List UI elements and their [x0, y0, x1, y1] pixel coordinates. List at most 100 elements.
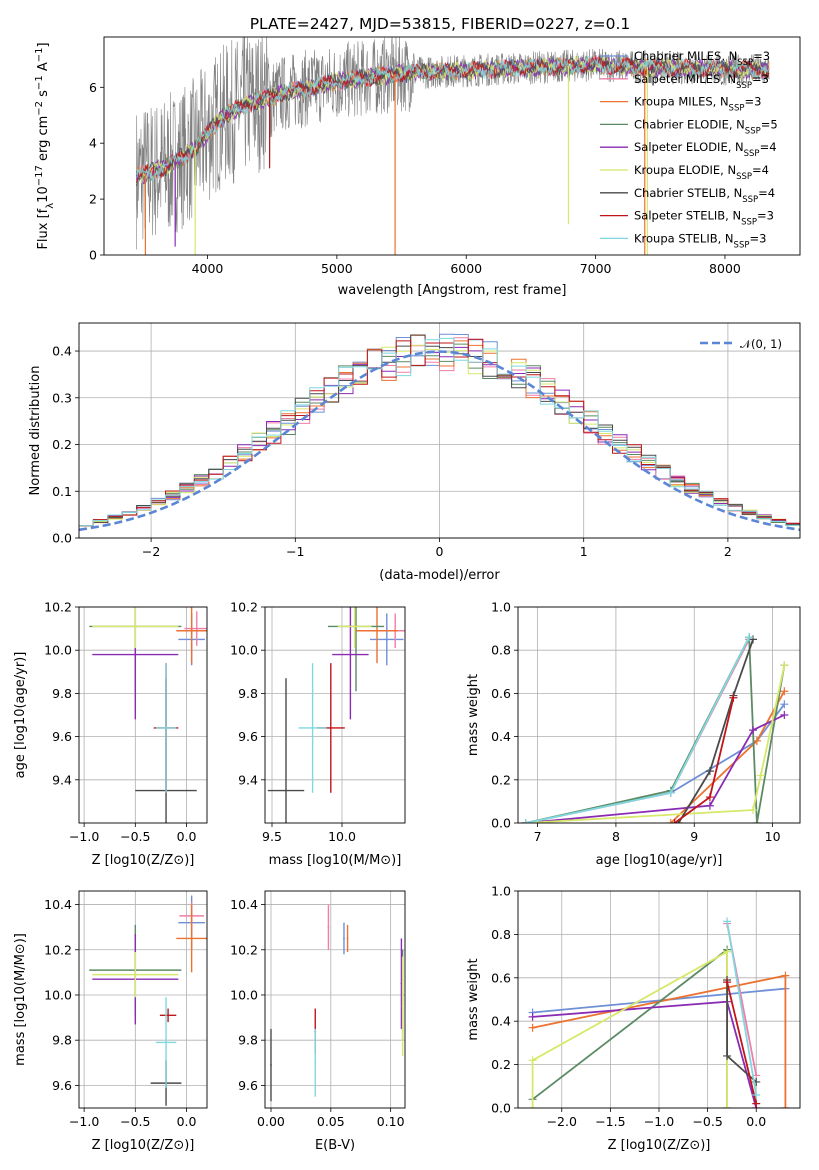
mass-vs-z-xtick-label: −1.0 — [69, 1114, 99, 1129]
age-vs-z-ytick-label: 9.8 — [52, 686, 72, 701]
weight-vs-age-ytick-label: 1.0 — [491, 600, 511, 615]
age-vs-z-ylabel: age [log10(age/yr)] — [13, 652, 28, 779]
mass-vs-z-plot-area — [89, 895, 207, 1106]
weight-vs-age-line-kroupa-elodie — [525, 665, 786, 823]
weight-vs-z-marker-kroupa-elodie — [528, 1104, 537, 1108]
residuals-xtick-label: −1 — [286, 544, 304, 559]
spectrum-legend-label-salpeter-stelib: Salpeter STELIB, NSSP=3 — [634, 209, 774, 228]
weight-vs-z-marker-salpeter-elodie — [528, 1012, 537, 1021]
weight-vs-z-marker-kroupa-elodie — [723, 947, 732, 956]
mass-vs-ebv-xtick-label: 0.10 — [377, 1114, 405, 1129]
weight-vs-z-ytick-label: 0.0 — [491, 1101, 511, 1116]
figure-title: PLATE=2427, MJD=53815, FIBERID=0227, z=0… — [250, 15, 631, 33]
weight-vs-age-ytick-label: 0.4 — [491, 729, 511, 744]
age-vs-z-xtick-label: −0.5 — [120, 829, 150, 844]
residuals-ytick-label: 0.3 — [52, 390, 72, 405]
age-vs-z-ytick-label: 10.0 — [44, 643, 72, 658]
spectrum-axes: 4000 5000 6000 7000 8000 0 2 4 6 — [89, 80, 741, 276]
residuals-ytick-label: 0.4 — [52, 344, 72, 359]
residuals-xlabel: (data-model)/error — [379, 568, 500, 583]
mass-vs-z-xtick-label: 0.0 — [177, 1114, 197, 1129]
age-vs-z-xtick-label: 0.0 — [177, 829, 197, 844]
spectrum-xtick-label: 6000 — [450, 261, 482, 276]
weight-vs-age-marker-kroupa-elodie — [756, 771, 765, 780]
weight-vs-age-ytick-label: 0.6 — [491, 686, 511, 701]
mass-vs-ebv-ytick-label: 9.6 — [238, 1078, 258, 1093]
residuals-xtick-label: 2 — [724, 544, 732, 559]
weight-vs-z-line-chabrier-miles — [532, 987, 786, 1014]
weight-vs-age-marker-kroupa-elodie — [780, 661, 789, 670]
mass-vs-ebv-point-kroupa-miles — [346, 937, 349, 940]
mass-vs-ebv-axes: 0.00 0.05 0.10 9.6 9.8 10.0 10.2 10.4 — [230, 891, 405, 1129]
weight-vs-age-marker-kroupa-stelib — [745, 633, 754, 642]
weight-vs-z-xlabel: Z [log10(Z/Z⊙)] — [608, 1138, 711, 1153]
weight-vs-age-marker-salpeter-elodie — [705, 801, 714, 810]
age-vs-mass-ytick-label: 10.0 — [230, 643, 258, 658]
mass-vs-z-ytick-label: 9.8 — [52, 1033, 72, 1048]
mass-vs-z-point-kroupa-stelib — [165, 1041, 167, 1044]
residuals-ytick-label: 0.1 — [52, 484, 72, 499]
weight-vs-age-xtick-label: 10 — [765, 829, 781, 844]
weight-vs-z-marker-kroupa-elodie — [528, 1056, 537, 1065]
residuals-normal-curve — [79, 350, 800, 532]
weight-vs-age-marker-chabrier-stelib — [705, 767, 714, 776]
residuals-xtick-label: 0 — [436, 544, 444, 559]
spectrum-xlabel: wavelength [Angstrom, rest frame] — [338, 283, 567, 298]
spectrum-xtick-label: 4000 — [192, 261, 224, 276]
weight-vs-z-xtick-label: −1.5 — [595, 1114, 625, 1129]
mass-vs-z-point-kroupa-miles — [190, 937, 193, 940]
residuals-legend-label: 𝒩(0, 1) — [740, 337, 782, 351]
mass-vs-ebv-point-salpeter-miles — [327, 926, 330, 929]
age-vs-mass-point-salpeter-elodie — [349, 653, 352, 656]
weight-vs-age-ylabel: mass weight — [466, 674, 481, 756]
spectrum-ylabel: Flux [fλ10−17 erg cm−2 s−1 A−1] — [34, 42, 56, 249]
weight-vs-z-xtick-label: −2.0 — [547, 1114, 577, 1129]
age-vs-z-point-kroupa-elodie — [134, 625, 137, 628]
age-vs-z-ytick-label: 9.6 — [52, 729, 72, 744]
mass-vs-ebv-point-chabrier-miles — [343, 937, 345, 940]
mass-vs-ebv-point-kroupa-stelib — [314, 1061, 317, 1064]
mass-vs-z-point-salpeter-stelib — [167, 1014, 169, 1017]
spectrum-xtick-label: 8000 — [709, 261, 741, 276]
residuals-plot-area — [79, 333, 800, 532]
mass-vs-ebv-ytick-label: 10.0 — [230, 987, 258, 1002]
weight-vs-age-ytick-label: 0.8 — [491, 643, 511, 658]
mass-vs-ebv-xlabel: E(B-V) — [315, 1138, 355, 1153]
age-vs-z-point-salpeter-elodie — [134, 653, 137, 656]
spectrum-legend-label-kroupa-elodie: Kroupa ELODIE, NSSP=4 — [634, 163, 769, 182]
spectrum-ytick-label: 2 — [89, 192, 97, 207]
weight-vs-z-line-salpeter-stelib — [726, 981, 758, 1104]
mass-vs-z-ytick-label: 9.6 — [52, 1078, 72, 1093]
weight-vs-age-xlabel: age [log10(age/yr)] — [596, 853, 723, 868]
age-vs-z-plot-area — [89, 607, 207, 823]
weight-vs-z-marker-kroupa-miles — [781, 1104, 790, 1108]
age-vs-mass-plot-area — [267, 607, 405, 823]
spectrum-legend-label-chabrier-miles: Chabrier MILES, NSSP=3 — [634, 49, 770, 68]
weight-vs-age-ytick-label: 0.2 — [491, 772, 511, 787]
weight-vs-age-marker-salpeter-stelib — [670, 819, 679, 823]
residuals-ytick-label: 0.2 — [52, 437, 72, 452]
weight-vs-age-plot-area — [521, 633, 789, 823]
age-vs-mass-xtick-label: 9.5 — [262, 829, 282, 844]
age-vs-mass-ytick-label: 9.8 — [238, 686, 258, 701]
weight-vs-age-marker-salpeter-elodie — [749, 726, 757, 735]
spectrum-frame — [103, 36, 801, 256]
spectrum-legend-label-salpeter-miles: Salpeter MILES, NSSP=3 — [634, 72, 769, 91]
weight-vs-z-marker-kroupa-stelib — [752, 1090, 761, 1099]
weight-vs-age-ytick-label: 0.0 — [491, 816, 511, 831]
age-vs-mass-ytick-label: 9.6 — [238, 729, 258, 744]
weight-vs-age-xtick-label: 7 — [534, 829, 542, 844]
weight-vs-z-marker-kroupa-elodie — [723, 1104, 732, 1108]
mass-vs-z-ytick-label: 10.0 — [44, 987, 72, 1002]
mass-vs-ebv-point-chabrier-stelib — [270, 1064, 272, 1066]
age-vs-mass-xtick-label: 10.0 — [328, 829, 356, 844]
weight-vs-z-frame — [517, 890, 801, 1109]
weight-vs-z-marker-kroupa-stelib — [723, 917, 732, 926]
weight-vs-z-marker-kroupa-miles — [528, 1023, 537, 1032]
age-vs-mass-point-kroupa-stelib — [311, 727, 314, 729]
weight-vs-z-ylabel: mass weight — [466, 958, 481, 1040]
spectrum-plot-area — [135, 37, 770, 255]
weight-vs-z-plot-area — [528, 917, 790, 1108]
residuals-frame — [78, 322, 801, 539]
